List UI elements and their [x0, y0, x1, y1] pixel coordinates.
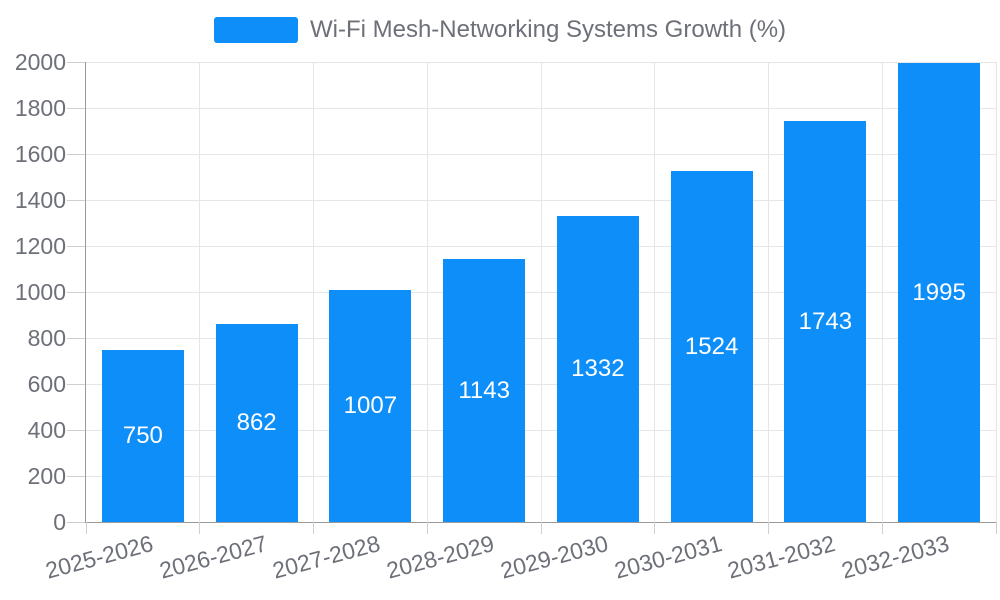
bar-value-label: 1524 — [684, 332, 739, 360]
bar: 1524 — [670, 171, 753, 522]
y-axis-label: 1000 — [14, 279, 66, 305]
y-axis-tick — [67, 475, 85, 477]
x-axis-tick — [313, 522, 314, 534]
bar-value-label: 750 — [122, 421, 163, 449]
y-axis-label: 1800 — [14, 95, 66, 121]
y-axis-tick — [67, 61, 85, 63]
y-axis-label: 1400 — [14, 187, 66, 213]
chart-legend: Wi-Fi Mesh-Networking Systems Growth (%) — [0, 16, 1000, 44]
bar: 1007 — [329, 290, 412, 522]
x-axis-tick — [881, 522, 883, 534]
x-axis-tick — [85, 522, 87, 534]
bar: 862 — [215, 323, 298, 522]
plot-area: 0 200 400 600 800 1000 1200 1400 1600 1800 2000 750… — [15, 49, 997, 584]
x-gridline — [768, 62, 769, 522]
y-axis-label: 1600 — [14, 141, 66, 167]
bar-value-label: 1743 — [798, 307, 853, 335]
x-gridline — [426, 62, 428, 522]
bar: 750 — [101, 349, 184, 522]
y-axis-tick — [67, 153, 85, 155]
y-axis-label: 200 — [27, 463, 66, 489]
x-axis-tick — [426, 522, 428, 534]
bar-value-label: 1995 — [912, 278, 966, 306]
x-axis-tick — [768, 522, 769, 534]
x-gridline — [540, 62, 542, 522]
y-axis-tick — [67, 383, 85, 385]
x-gridline — [313, 62, 314, 522]
y-axis-tick — [67, 245, 85, 247]
y-axis-tick — [67, 291, 85, 293]
legend-swatch — [213, 17, 298, 43]
y-axis-label: 2000 — [14, 49, 66, 75]
x-gridline — [199, 62, 201, 522]
legend-label: Wi-Fi Mesh-Networking Systems Growth (%) — [309, 16, 787, 43]
bar-value-label: 1143 — [458, 376, 510, 404]
y-axis-tick — [67, 337, 85, 339]
bar: 1143 — [443, 259, 526, 522]
y-axis-label: 400 — [27, 417, 66, 443]
bar: 1995 — [898, 63, 981, 522]
bar: 1332 — [556, 215, 639, 522]
y-axis-label: 800 — [27, 325, 66, 351]
x-axis-tick — [654, 522, 656, 534]
y-axis-tick — [67, 107, 85, 109]
bar-value-label: 862 — [236, 408, 277, 436]
y-axis-tick — [67, 521, 85, 523]
bar: 1743 — [784, 121, 867, 522]
x-axis-tick — [540, 522, 542, 534]
x-gridline — [995, 62, 997, 522]
y-axis-label: 600 — [27, 371, 66, 397]
x-gridline — [654, 62, 656, 522]
bar-value-label: 1007 — [343, 392, 398, 420]
y-axis-tick — [67, 199, 85, 201]
x-gridline — [881, 62, 883, 522]
y-axis-label: 0 — [53, 509, 66, 535]
bar-value-label: 1332 — [571, 354, 625, 382]
x-axis-tick — [199, 522, 201, 534]
y-axis-tick — [67, 429, 85, 431]
y-axis-label: 1200 — [14, 233, 66, 259]
x-axis-tick — [995, 522, 997, 534]
